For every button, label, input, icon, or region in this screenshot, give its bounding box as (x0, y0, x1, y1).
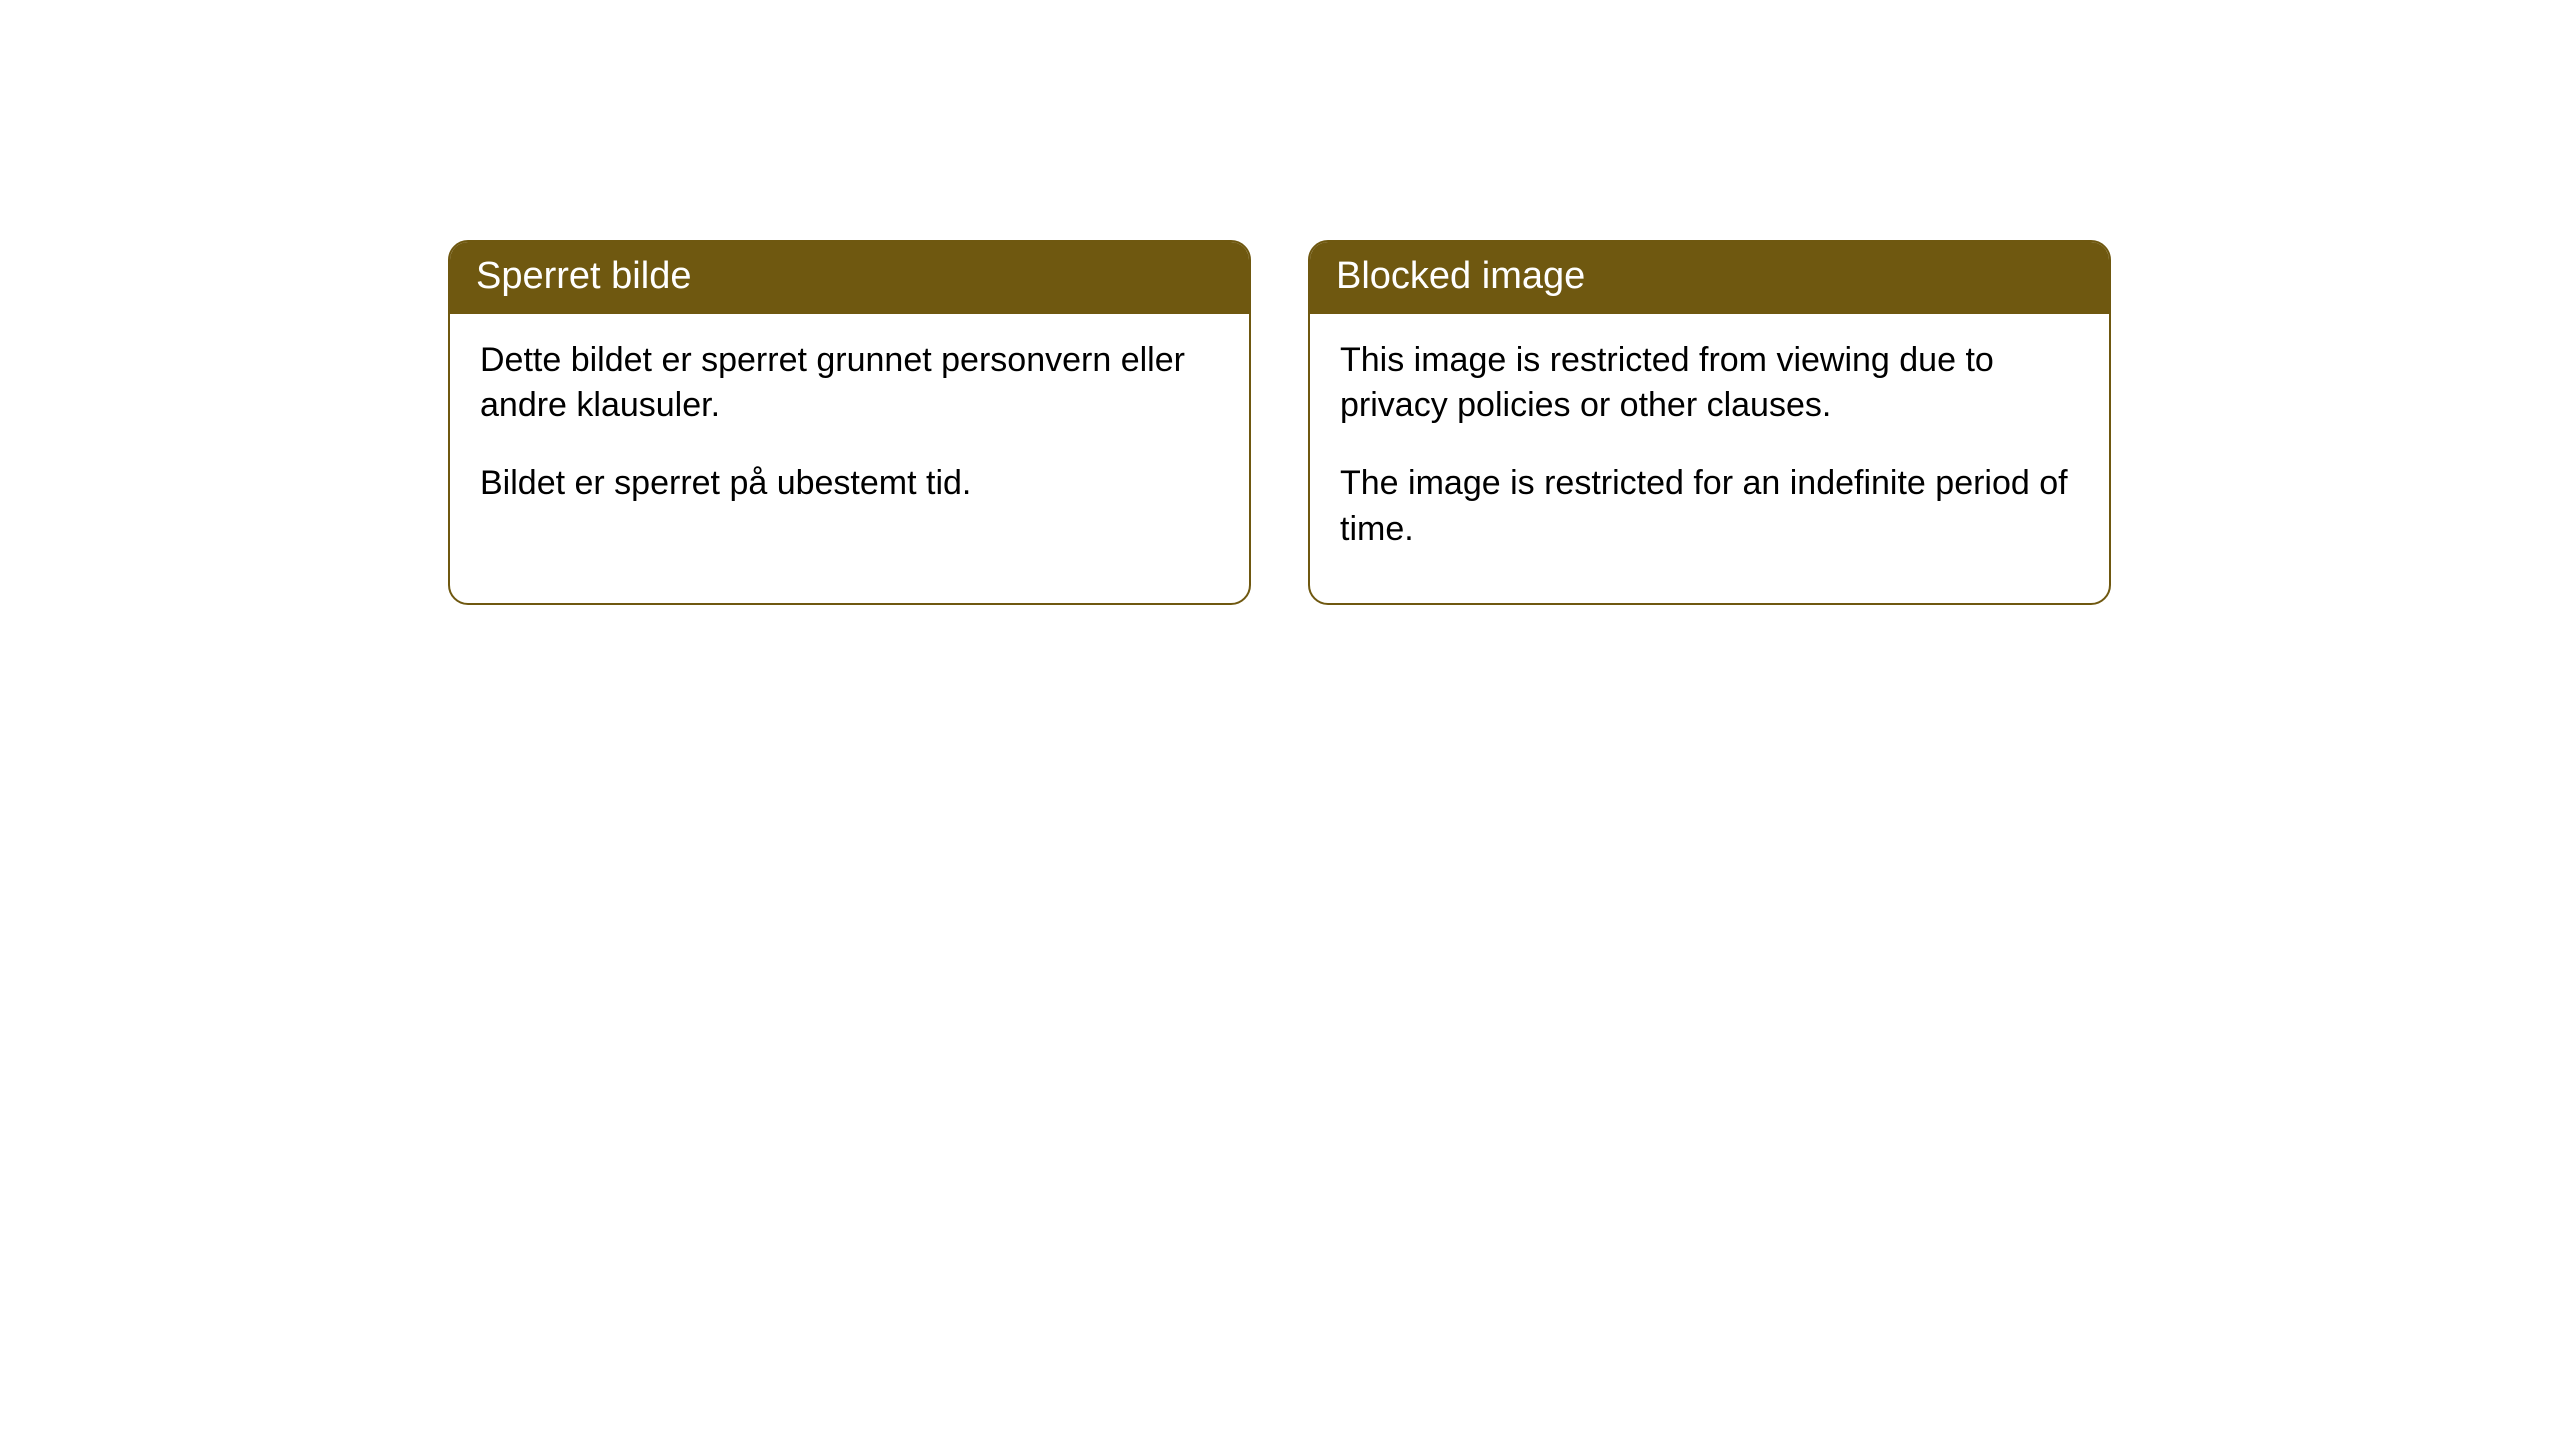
card-body: This image is restricted from viewing du… (1310, 314, 2109, 604)
card-paragraph: This image is restricted from viewing du… (1340, 338, 2079, 430)
card-body: Dette bildet er sperret grunnet personve… (450, 314, 1249, 558)
notice-card-english: Blocked image This image is restricted f… (1308, 240, 2111, 605)
card-title: Blocked image (1310, 242, 2109, 314)
card-paragraph: The image is restricted for an indefinit… (1340, 461, 2079, 553)
card-title: Sperret bilde (450, 242, 1249, 314)
notice-cards-container: Sperret bilde Dette bildet er sperret gr… (448, 240, 2111, 605)
notice-card-norwegian: Sperret bilde Dette bildet er sperret gr… (448, 240, 1251, 605)
card-paragraph: Bildet er sperret på ubestemt tid. (480, 461, 1219, 507)
card-paragraph: Dette bildet er sperret grunnet personve… (480, 338, 1219, 430)
